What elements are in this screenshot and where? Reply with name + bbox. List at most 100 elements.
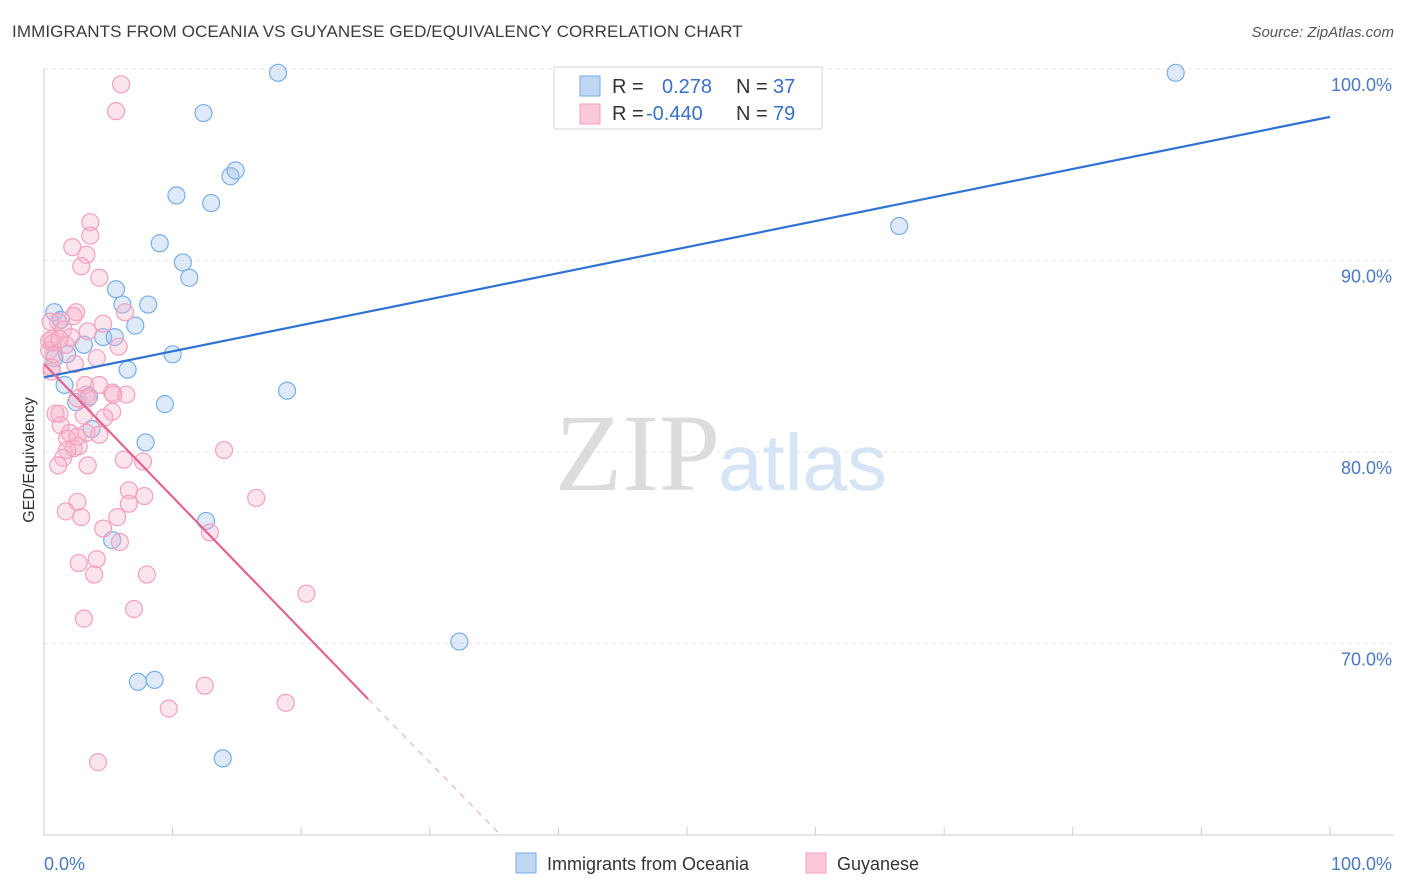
oceania-point-16 xyxy=(126,316,145,335)
guyanese-point-71 xyxy=(159,699,178,718)
guyanese-point-7 xyxy=(90,268,109,287)
guyanese-point-66 xyxy=(137,565,156,584)
oceania-point-34 xyxy=(128,672,147,691)
x-tick-label-0: 0.0% xyxy=(44,854,85,874)
oceania-point-8 xyxy=(150,234,169,253)
oceania-point-6 xyxy=(202,193,221,213)
axes xyxy=(43,69,1394,836)
guyanese-point-50 xyxy=(133,452,153,471)
legend-swatch-guyanese xyxy=(579,103,601,125)
guyanese-point-57 xyxy=(119,494,138,513)
oceania-point-2 xyxy=(194,103,213,123)
guyanese-point-23 xyxy=(87,349,106,368)
guyanese-trend-extension xyxy=(367,698,501,836)
oceania-point-36 xyxy=(213,749,232,768)
guyanese-point-61 xyxy=(110,532,129,552)
legend-n-value-1: 37 xyxy=(773,76,795,98)
oceania-point-5 xyxy=(167,186,186,205)
bottom-legend-swatch-guyanese xyxy=(805,852,827,874)
trend-lines xyxy=(43,115,1331,836)
oceania-point-33 xyxy=(450,632,469,651)
legend-r-value-1: 0.278 xyxy=(662,76,712,98)
guyanese-point-67 xyxy=(297,584,316,603)
oceania-point-9 xyxy=(173,253,192,272)
guyanese-point-78 xyxy=(68,427,87,446)
oceania-point-3 xyxy=(221,167,240,186)
bottom-legend-swatch-oceania xyxy=(515,852,537,874)
bottom-legend-label-guyanese: Guyanese xyxy=(837,854,919,874)
oceania-point-21 xyxy=(163,345,182,364)
guyanese-point-34 xyxy=(46,404,65,423)
y-tick-label-0: 100.0% xyxy=(1331,75,1392,95)
guyanese-point-33 xyxy=(50,404,69,423)
oceania-trend-line xyxy=(43,115,1331,379)
guyanese-point-62 xyxy=(200,523,219,542)
guyanese-point-51 xyxy=(214,440,234,460)
guyanese-point-35 xyxy=(74,406,93,425)
legend-r-value-2: -0.440 xyxy=(646,103,703,125)
guyanese-point-0 xyxy=(112,75,131,94)
guyanese-point-72 xyxy=(276,693,295,712)
guyanese-point-73 xyxy=(88,753,108,772)
guyanese-point-74 xyxy=(42,329,61,349)
guyanese-point-58 xyxy=(108,508,127,527)
legend-n-label-1: N = xyxy=(736,76,768,98)
guyanese-point-1 xyxy=(106,102,126,121)
bottom-legend-label-oceania: Immigrants from Oceania xyxy=(547,854,750,874)
guyanese-point-59 xyxy=(72,508,91,527)
legend-swatch-oceania xyxy=(579,75,601,97)
guyanese-point-48 xyxy=(78,456,97,475)
guyanese-point-41 xyxy=(90,425,109,444)
guyanese-point-64 xyxy=(69,553,88,573)
watermark-zip: ZIP xyxy=(555,392,720,514)
guyanese-point-70 xyxy=(195,676,214,695)
guyanese-point-32 xyxy=(78,389,97,408)
oceania-point-31 xyxy=(196,511,216,531)
y-tick-label-3: 70.0% xyxy=(1341,650,1392,670)
x-tick-label-1: 100.0% xyxy=(1331,854,1392,874)
oceania-point-1 xyxy=(1166,63,1185,82)
oceania-point-11 xyxy=(106,280,126,299)
oceania-point-26 xyxy=(155,395,174,414)
oceania-point-7 xyxy=(890,216,909,236)
bottom-legend: Immigrants from Oceania Guyanese xyxy=(515,852,919,874)
guyanese-point-65 xyxy=(85,565,104,584)
gridlines xyxy=(44,68,1394,644)
guyanese-point-68 xyxy=(124,599,144,619)
guyanese-point-37 xyxy=(95,408,114,427)
y-axis-title: GED/Equivalency xyxy=(21,397,38,522)
guyanese-point-69 xyxy=(74,609,93,628)
oceania-point-4 xyxy=(226,161,245,180)
watermark-atlas: atlas xyxy=(718,418,887,507)
guyanese-point-26 xyxy=(76,375,95,395)
oceania-point-35 xyxy=(145,670,164,689)
guyanese-point-55 xyxy=(247,488,266,508)
guyanese-point-76 xyxy=(65,354,84,374)
guyanese-point-3 xyxy=(81,226,100,245)
guyanese-point-49 xyxy=(114,450,133,469)
oceania-point-30 xyxy=(136,433,155,452)
axis-ticks xyxy=(43,827,1331,835)
legend-n-value-2: 79 xyxy=(773,103,795,125)
oceania-point-13 xyxy=(139,295,158,314)
guyanese-point-77 xyxy=(104,385,123,404)
guyanese-point-47 xyxy=(49,456,68,475)
oceania-point-23 xyxy=(118,360,137,379)
guyanese-point-6 xyxy=(72,257,91,276)
guyanese-point-63 xyxy=(87,550,106,569)
guyanese-point-20 xyxy=(109,337,128,356)
y-tick-label-2: 80.0% xyxy=(1341,458,1392,478)
guyanese-point-54 xyxy=(135,486,154,506)
legend-n-label-2: N = xyxy=(736,103,768,125)
y-tick-labels: 100.0% 90.0% 80.0% 70.0% xyxy=(1331,75,1392,670)
legend-r-label-2: R = xyxy=(612,103,644,125)
guyanese-point-8 xyxy=(115,303,135,322)
guyanese-point-13 xyxy=(94,314,113,333)
guyanese-point-56 xyxy=(56,502,75,521)
oceania-point-10 xyxy=(180,268,199,287)
guyanese-point-15 xyxy=(78,322,97,341)
guyanese-point-31 xyxy=(117,385,136,404)
guyanese-point-75 xyxy=(50,329,69,349)
top-legend: R = 0.278 N = 37 R = -0.440 N = 79 xyxy=(553,66,823,130)
